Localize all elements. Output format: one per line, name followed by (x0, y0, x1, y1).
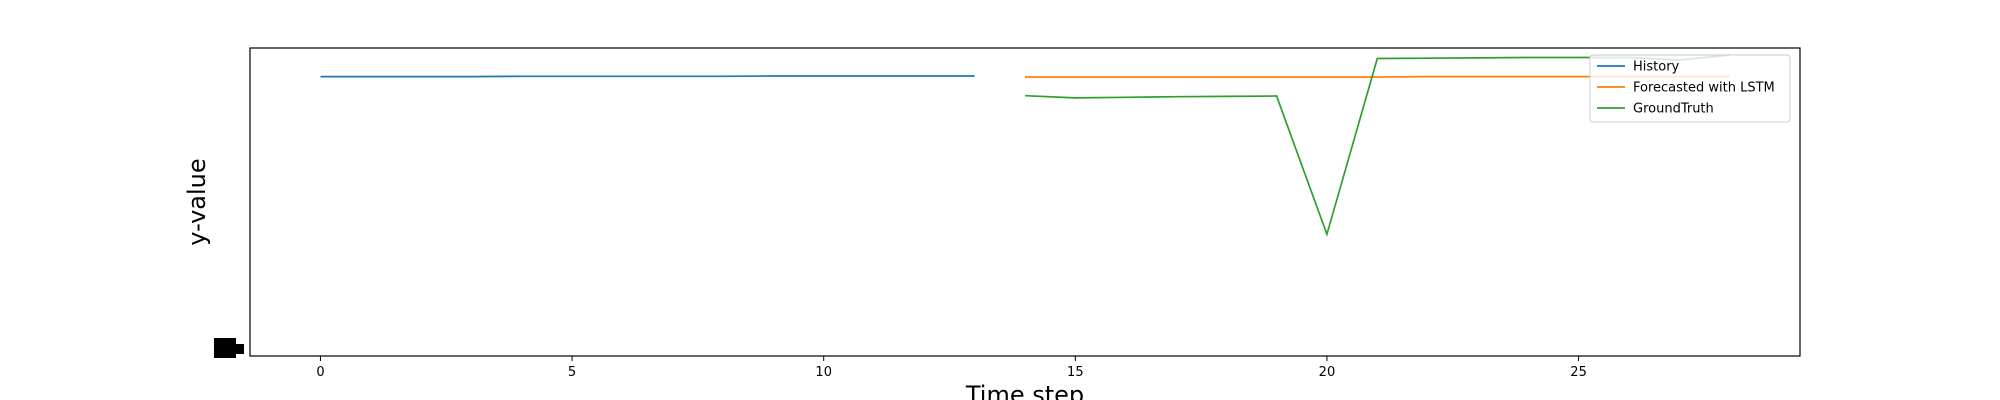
x-tick-label: 20 (1319, 365, 1336, 380)
x-tick-label: 25 (1570, 365, 1587, 380)
x-tick-label: 5 (568, 365, 576, 380)
x-tick-label: 0 (316, 365, 324, 380)
x-tick-label: 10 (815, 365, 832, 380)
plot-area-frame (249, 47, 1801, 357)
y-axis-title: y-value (183, 158, 211, 245)
legend: History Forecasted with LSTM GroundTruth (1589, 54, 1791, 123)
legend-entry-label: History (1633, 60, 1680, 75)
x-tick-label: 15 (1067, 365, 1084, 380)
x-axis-title: Time step (965, 381, 1084, 400)
legend-entry-label: Forecasted with LSTM (1633, 81, 1775, 96)
y-tick-label-blob (232, 344, 244, 354)
y-tick-label-blob (214, 338, 236, 358)
x-axis: 0 5 10 15 20 25 (316, 356, 1587, 380)
y-axis-overlapping-tick-labels (214, 338, 244, 358)
legend-entry-label: GroundTruth (1633, 102, 1714, 117)
legend-frame (1589, 54, 1791, 123)
series-line (320, 75, 975, 78)
